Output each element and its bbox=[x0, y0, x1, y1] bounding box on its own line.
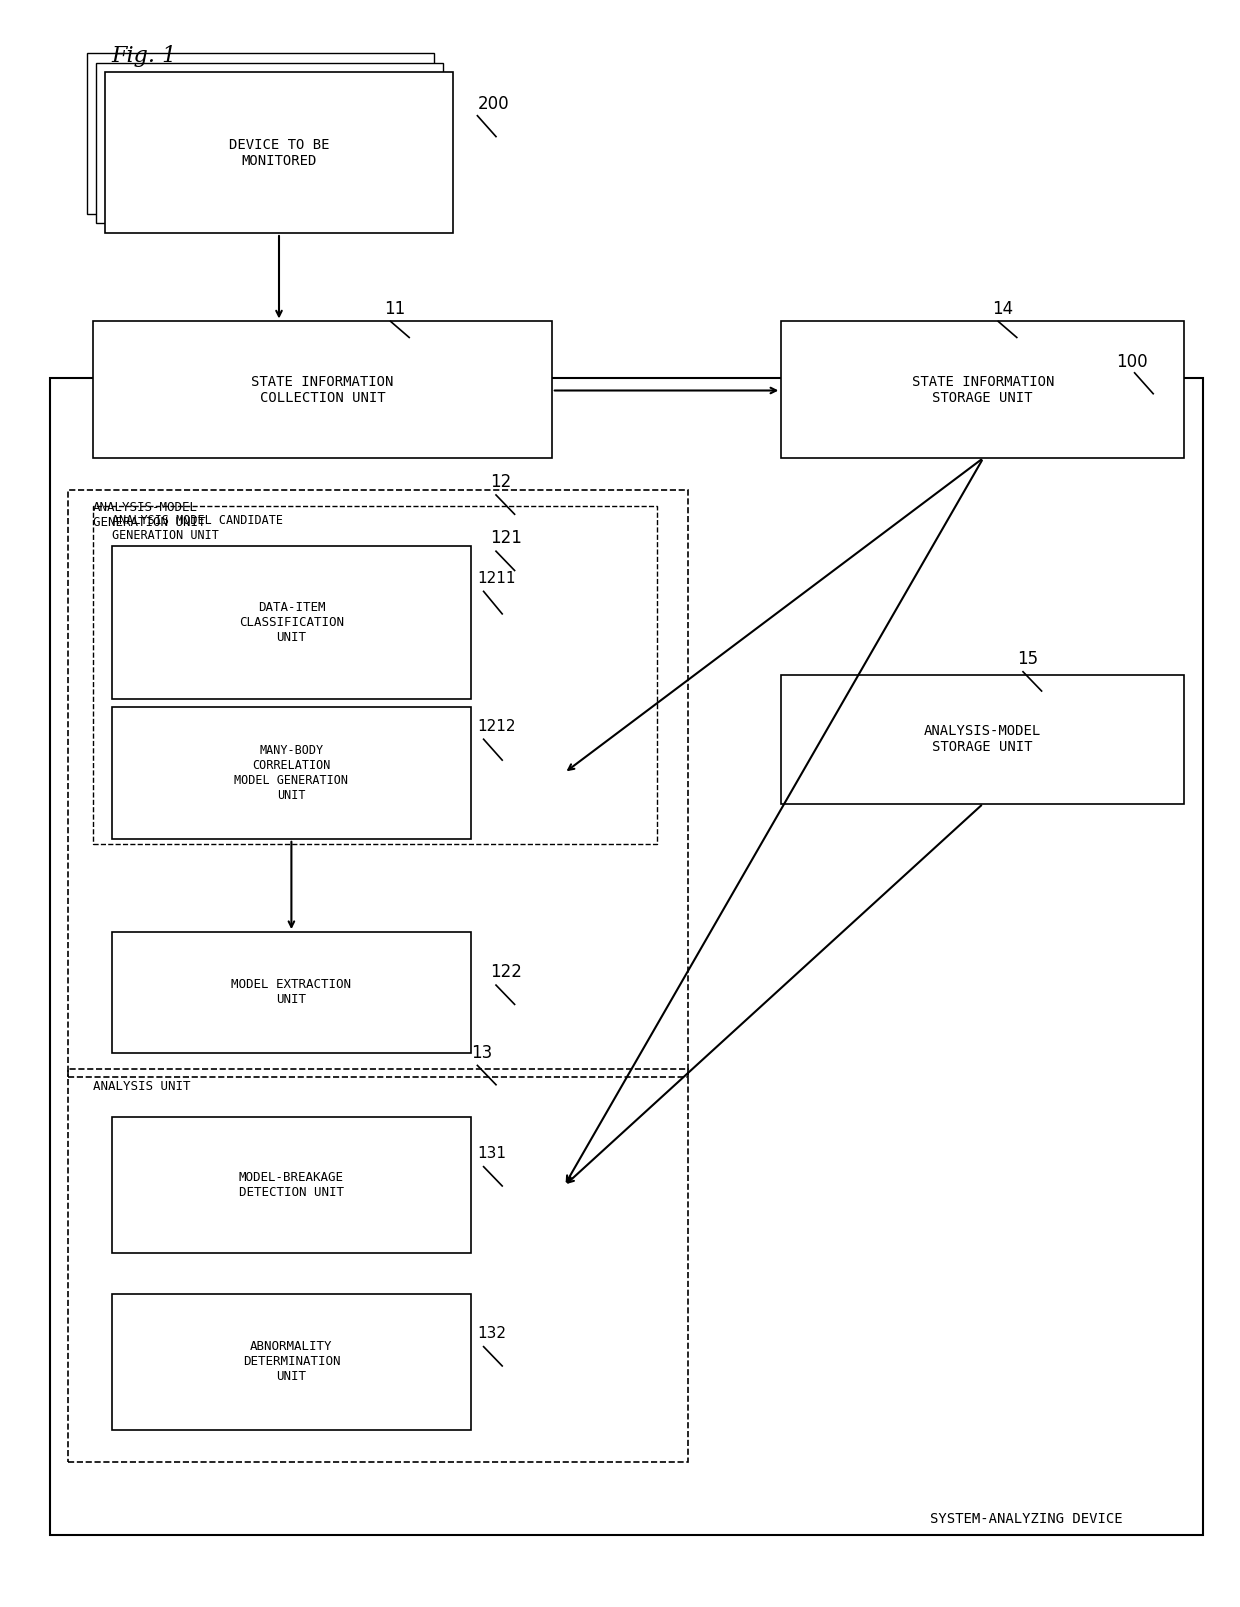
Text: 132: 132 bbox=[477, 1326, 506, 1342]
Text: MODEL-BREAKAGE
DETECTION UNIT: MODEL-BREAKAGE DETECTION UNIT bbox=[239, 1172, 343, 1199]
FancyBboxPatch shape bbox=[87, 53, 434, 214]
Text: STATE INFORMATION
COLLECTION UNIT: STATE INFORMATION COLLECTION UNIT bbox=[252, 374, 393, 405]
Text: DATA-ITEM
CLASSIFICATION
UNIT: DATA-ITEM CLASSIFICATION UNIT bbox=[239, 601, 343, 644]
FancyBboxPatch shape bbox=[112, 707, 471, 839]
Text: 200: 200 bbox=[477, 95, 510, 114]
Text: Fig. 1: Fig. 1 bbox=[112, 45, 177, 67]
FancyBboxPatch shape bbox=[105, 72, 453, 233]
Text: MANY-BODY
CORRELATION
MODEL GENERATION
UNIT: MANY-BODY CORRELATION MODEL GENERATION U… bbox=[234, 744, 348, 802]
Text: DEVICE TO BE
MONITORED: DEVICE TO BE MONITORED bbox=[228, 138, 330, 167]
Text: SYSTEM-ANALYZING DEVICE: SYSTEM-ANALYZING DEVICE bbox=[930, 1512, 1122, 1525]
FancyBboxPatch shape bbox=[112, 1117, 471, 1253]
FancyBboxPatch shape bbox=[781, 675, 1184, 804]
FancyBboxPatch shape bbox=[112, 932, 471, 1053]
Text: ABNORMALITY
DETERMINATION
UNIT: ABNORMALITY DETERMINATION UNIT bbox=[243, 1340, 340, 1384]
FancyBboxPatch shape bbox=[97, 63, 444, 223]
FancyBboxPatch shape bbox=[93, 321, 552, 458]
Text: 100: 100 bbox=[1116, 352, 1148, 371]
Text: 14: 14 bbox=[992, 299, 1013, 318]
FancyBboxPatch shape bbox=[112, 546, 471, 699]
Text: 13: 13 bbox=[471, 1043, 492, 1062]
Text: 1212: 1212 bbox=[477, 718, 516, 734]
Text: ANALYSIS UNIT: ANALYSIS UNIT bbox=[93, 1080, 191, 1093]
Text: 15: 15 bbox=[1017, 649, 1038, 669]
Text: 122: 122 bbox=[490, 963, 522, 982]
Text: 12: 12 bbox=[490, 472, 511, 492]
Text: MODEL EXTRACTION
UNIT: MODEL EXTRACTION UNIT bbox=[232, 979, 351, 1006]
Text: 11: 11 bbox=[384, 299, 405, 318]
Text: STATE INFORMATION
STORAGE UNIT: STATE INFORMATION STORAGE UNIT bbox=[911, 374, 1054, 405]
Text: 1211: 1211 bbox=[477, 570, 516, 587]
Text: 131: 131 bbox=[477, 1146, 506, 1162]
Text: ANALYSIS-MODEL
GENERATION UNIT: ANALYSIS-MODEL GENERATION UNIT bbox=[93, 501, 206, 529]
Text: 121: 121 bbox=[490, 529, 522, 548]
FancyBboxPatch shape bbox=[781, 321, 1184, 458]
FancyBboxPatch shape bbox=[112, 1294, 471, 1430]
Text: ANALYSIS-MODEL
STORAGE UNIT: ANALYSIS-MODEL STORAGE UNIT bbox=[924, 725, 1042, 754]
Text: ANALYSIS MODEL CANDIDATE
GENERATION UNIT: ANALYSIS MODEL CANDIDATE GENERATION UNIT bbox=[112, 514, 283, 542]
